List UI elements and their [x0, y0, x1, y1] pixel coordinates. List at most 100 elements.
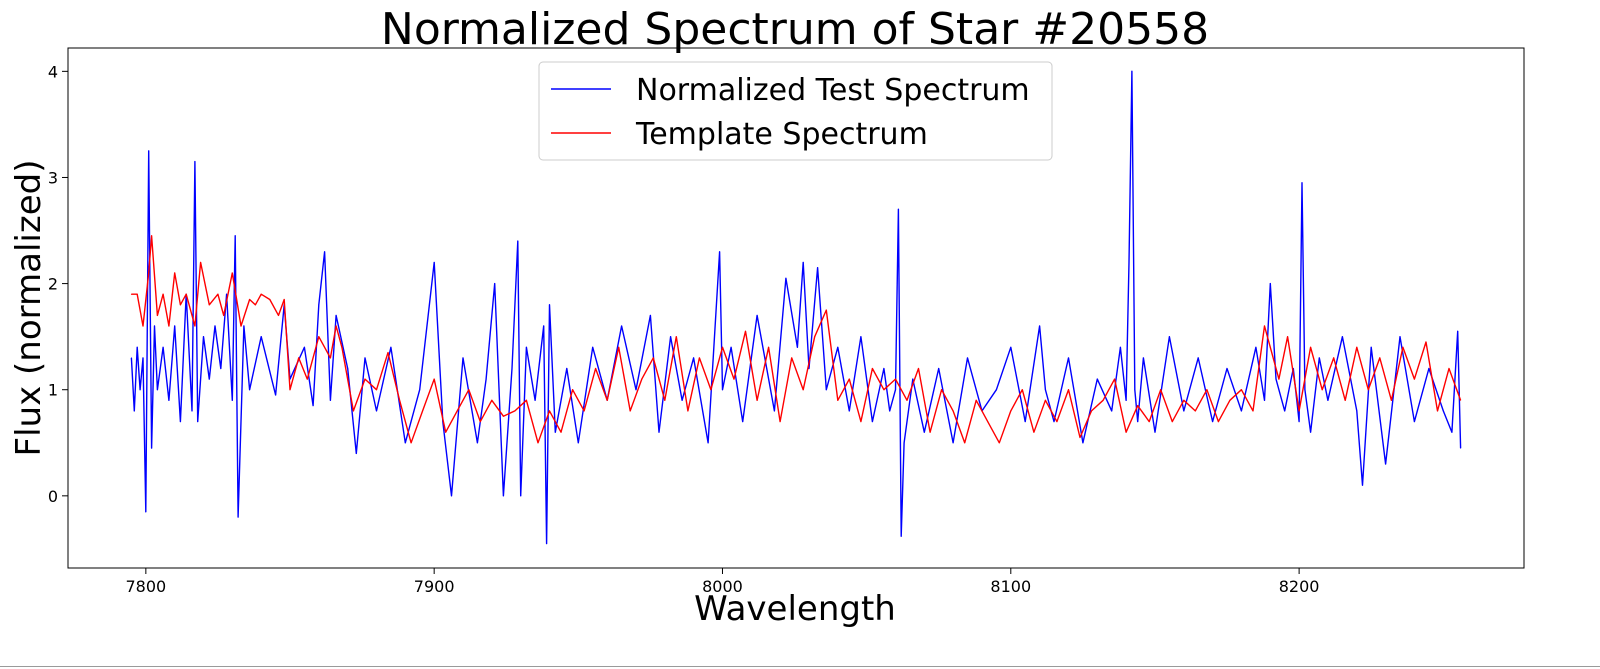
data-point: [191, 410, 193, 412]
data-point: [260, 293, 262, 295]
data-point: [1160, 389, 1162, 391]
data-point: [860, 421, 862, 423]
data-point: [1385, 463, 1387, 465]
data-point: [168, 399, 170, 401]
data-point: [194, 325, 196, 327]
data-point: [952, 410, 954, 412]
data-point: [237, 516, 239, 518]
data-point: [168, 325, 170, 327]
data-point: [534, 399, 536, 401]
data-point: [889, 410, 891, 412]
data-point: [502, 415, 504, 417]
data-point: [220, 368, 222, 369]
data-point: [796, 346, 798, 348]
data-point: [1321, 389, 1323, 391]
data-point: [174, 272, 176, 274]
data-point: [148, 272, 150, 274]
data-point: [303, 346, 305, 348]
y-tick-label: 1: [48, 381, 58, 400]
data-point: [1310, 431, 1312, 433]
data-point: [364, 378, 366, 380]
data-point: [1082, 442, 1084, 444]
data-point: [967, 357, 968, 359]
data-point: [1137, 405, 1139, 407]
data-point: [514, 410, 516, 412]
data-point: [681, 399, 683, 401]
y-axis-label: Flux (normalized): [9, 160, 49, 457]
data-point: [895, 389, 896, 391]
x-tick-label: 8100: [990, 577, 1031, 596]
data-point: [1197, 357, 1199, 359]
data-point: [537, 442, 539, 444]
data-point: [1183, 410, 1185, 412]
data-point: [1119, 346, 1121, 348]
data-point: [1128, 261, 1130, 263]
data-point: [745, 330, 746, 332]
data-point: [341, 346, 343, 348]
data-point: [445, 431, 447, 433]
data-point: [433, 378, 435, 380]
data-point: [329, 357, 331, 359]
data-point: [1402, 346, 1404, 348]
y-tick-label: 2: [48, 275, 58, 294]
data-point: [929, 431, 931, 433]
data-point: [572, 389, 574, 391]
data-point: [1448, 368, 1450, 369]
data-point: [1425, 341, 1427, 343]
data-point: [1264, 399, 1265, 401]
data-point: [1356, 346, 1358, 348]
data-point: [912, 378, 914, 380]
data-point: [275, 394, 277, 396]
data-point: [923, 431, 925, 433]
data-point: [1460, 399, 1462, 401]
data-point: [1457, 330, 1459, 332]
data-point: [1460, 447, 1462, 449]
data-point: [1240, 410, 1242, 412]
data-point: [1318, 357, 1320, 359]
data-point: [1304, 389, 1306, 391]
data-point: [324, 251, 326, 253]
data-point: [1442, 410, 1444, 412]
data-point: [1278, 378, 1280, 380]
data-point: [848, 410, 850, 412]
data-point: [156, 389, 158, 391]
data-point: [520, 495, 522, 497]
plot-frame: [67, 47, 1525, 569]
legend-box: [538, 61, 1053, 161]
data-point: [1010, 346, 1012, 348]
data-point: [848, 378, 850, 380]
data-point: [670, 336, 672, 338]
data-point: [1125, 399, 1127, 401]
data-point: [883, 368, 885, 369]
data-point: [1024, 421, 1026, 423]
data-point: [577, 442, 579, 444]
data-point: [231, 272, 233, 274]
data-point: [347, 368, 349, 369]
data-point: [1284, 410, 1286, 412]
data-point: [208, 378, 210, 380]
data-point: [1039, 325, 1041, 327]
data-point: [1111, 410, 1113, 412]
data-point: [903, 442, 905, 444]
data-point: [675, 336, 677, 338]
data-point: [243, 325, 245, 327]
data-point: [1287, 336, 1289, 338]
data-point: [629, 410, 631, 412]
data-point: [133, 410, 135, 412]
data-point: [214, 325, 216, 327]
data-point: [635, 389, 637, 391]
data-point: [802, 389, 804, 391]
data-point: [179, 421, 181, 423]
data-point: [433, 261, 435, 263]
chart-title: Normalized Spectrum of Star #20558: [381, 4, 1209, 55]
data-point: [318, 336, 320, 338]
data-point: [808, 368, 810, 369]
data-point: [145, 511, 147, 513]
x-tick-label: 8000: [702, 577, 743, 596]
data-point: [139, 389, 141, 391]
data-point: [802, 261, 804, 263]
data-point: [148, 150, 150, 152]
data-point: [1298, 421, 1300, 423]
data-point: [742, 421, 744, 423]
data-point: [254, 304, 256, 306]
